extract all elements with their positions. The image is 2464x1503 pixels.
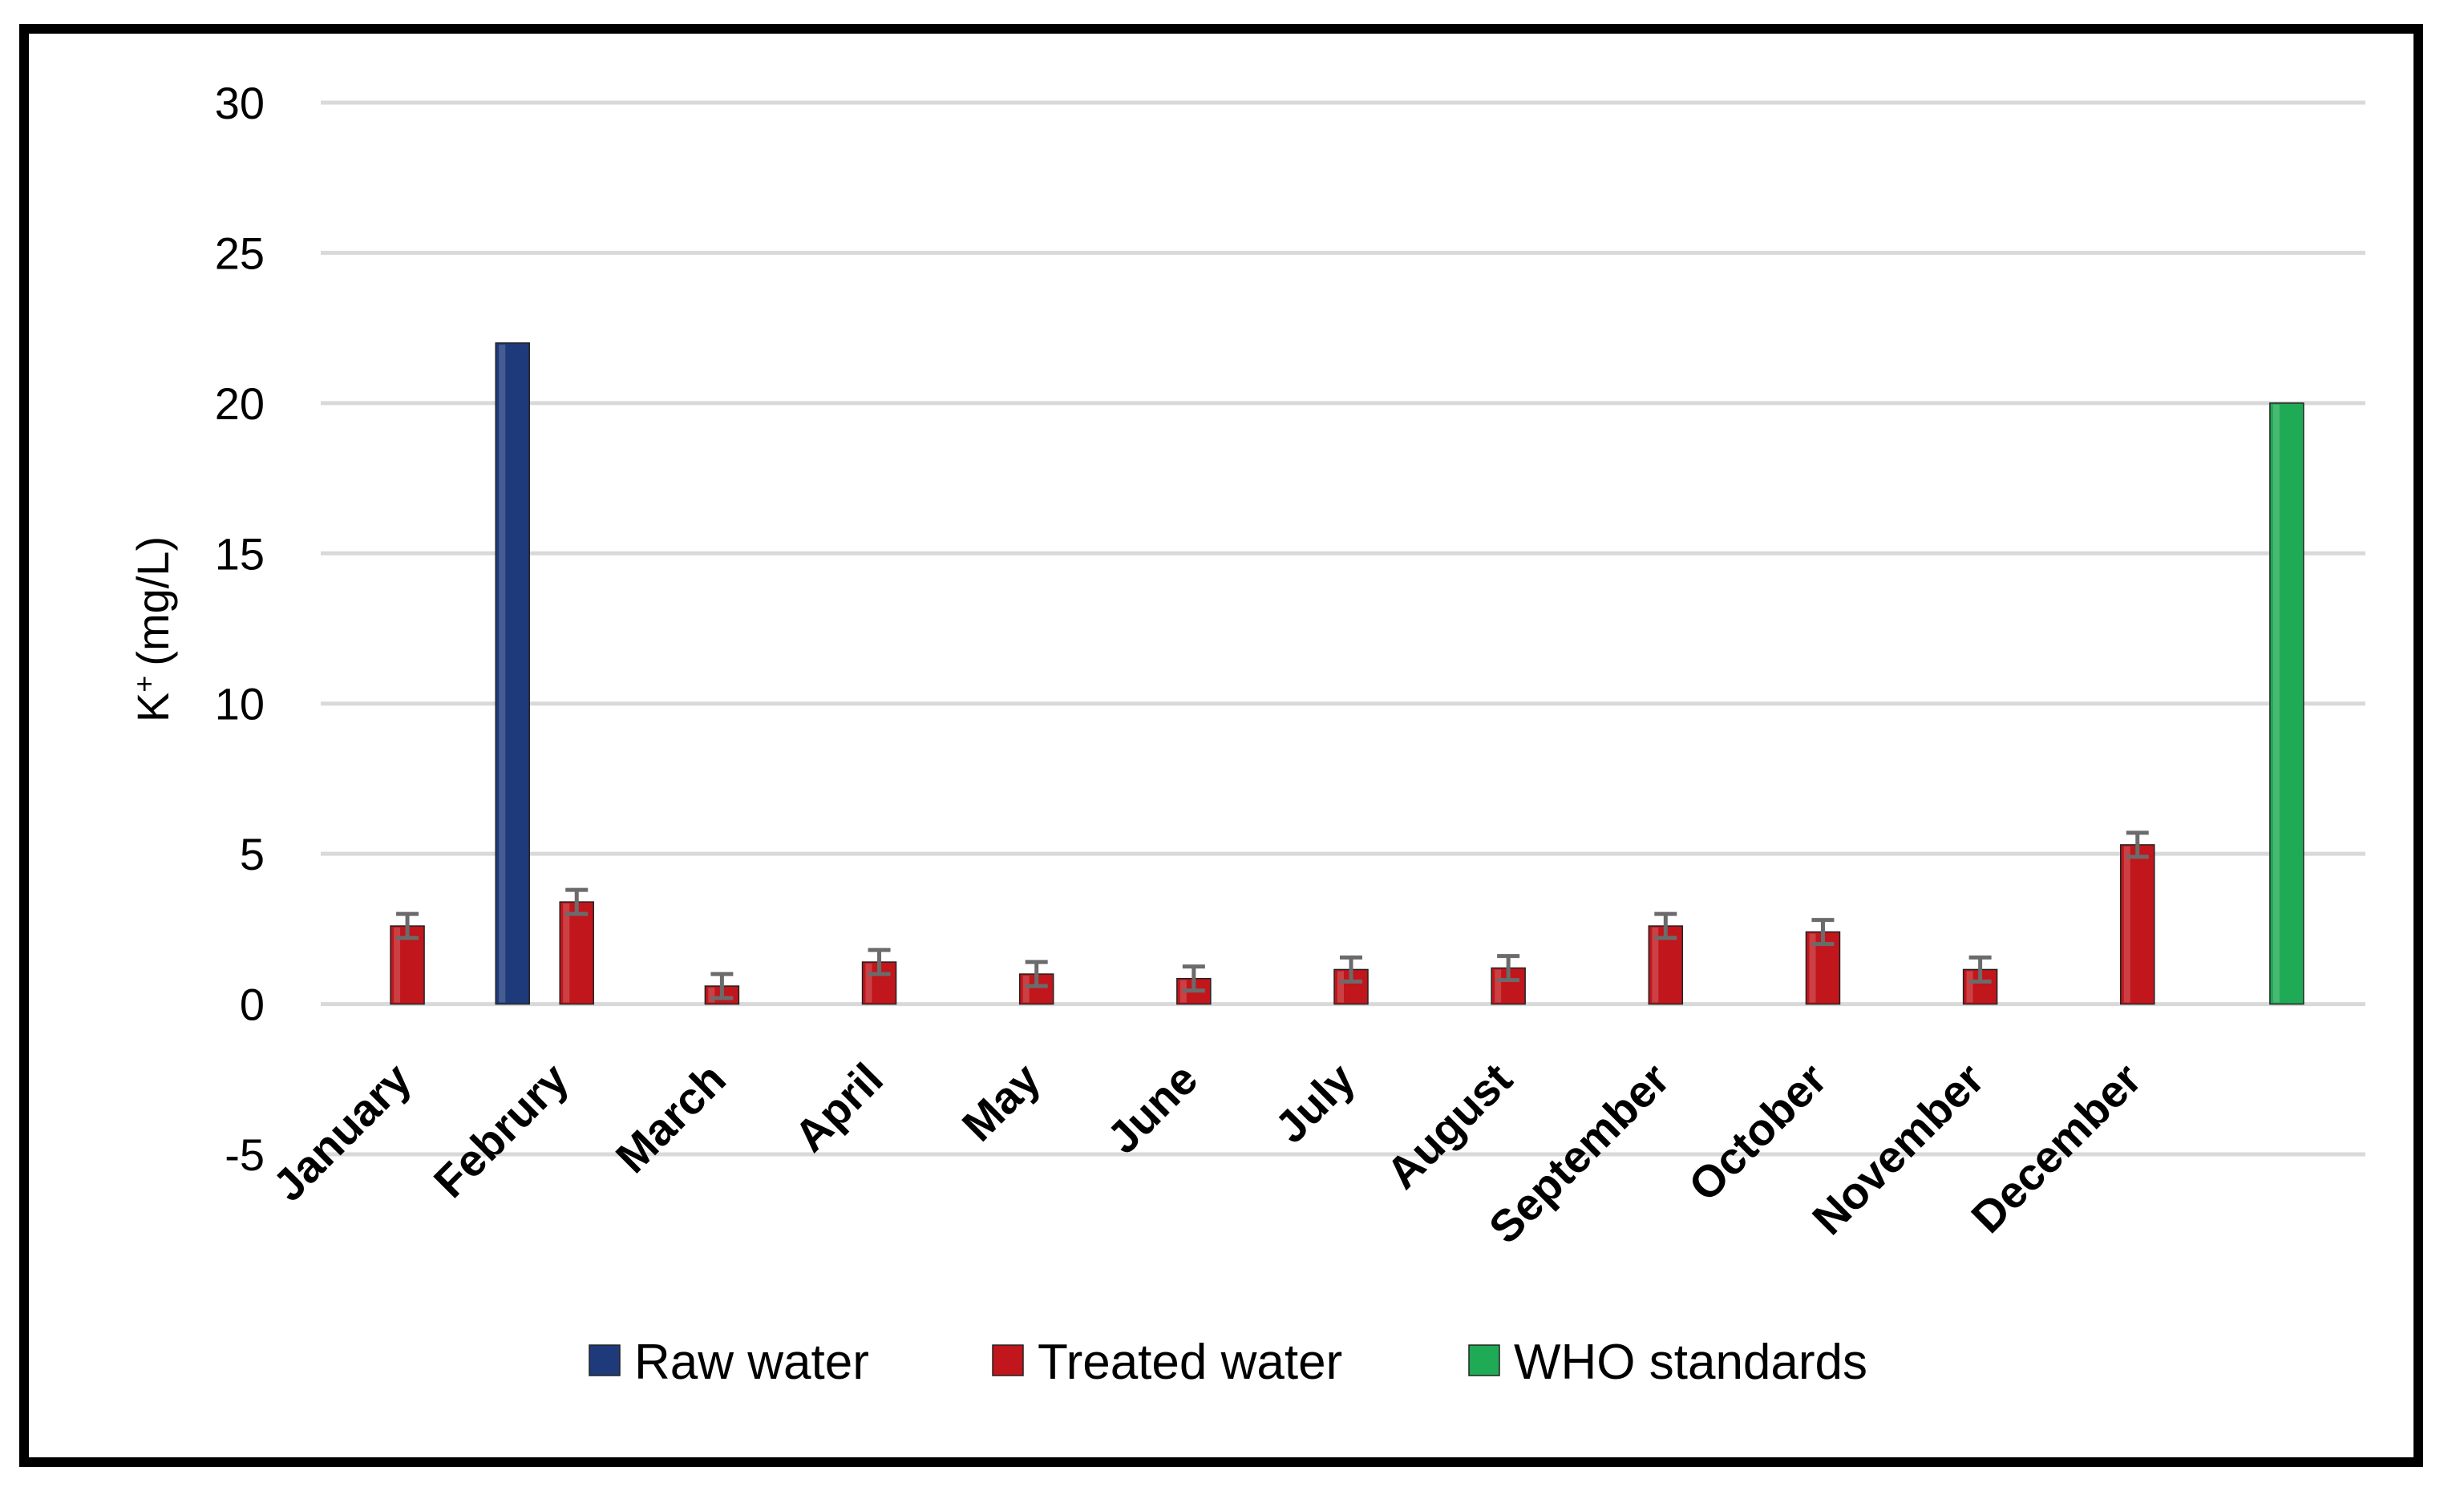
x-category-label: May bbox=[953, 1053, 1050, 1151]
x-category-label: January bbox=[263, 1053, 420, 1210]
bar-sheen bbox=[865, 964, 872, 1003]
chart-frame bbox=[19, 24, 2423, 1467]
y-tick-label: -5 bbox=[225, 1129, 265, 1180]
y-tick-label: 20 bbox=[215, 378, 265, 429]
bar-raw-water bbox=[495, 342, 530, 1005]
bar-sheen bbox=[1966, 971, 1973, 1003]
y-tick-label: 5 bbox=[240, 829, 265, 879]
legend-swatch bbox=[992, 1344, 1024, 1376]
bar-sheen bbox=[1022, 976, 1030, 1003]
bar-sheen bbox=[1652, 927, 1659, 1003]
bar-sheen bbox=[563, 903, 570, 1003]
legend-label: Treated water bbox=[1038, 1335, 1342, 1390]
bar-treated-water bbox=[2120, 844, 2155, 1005]
bar-sheen bbox=[1495, 969, 1502, 1003]
legend-swatch bbox=[1468, 1344, 1500, 1376]
x-category-label: July bbox=[1265, 1053, 1365, 1153]
bar-sheen bbox=[499, 344, 506, 1003]
x-category-label: June bbox=[1097, 1053, 1207, 1163]
x-category-label: April bbox=[784, 1053, 892, 1162]
y-tick-label: 30 bbox=[215, 78, 265, 128]
legend-swatch bbox=[589, 1344, 621, 1376]
bar-sheen bbox=[2272, 404, 2280, 1003]
bar-sheen bbox=[2123, 846, 2130, 1003]
error-bars bbox=[396, 830, 2149, 1000]
x-category-label: November bbox=[1802, 1053, 1993, 1244]
x-category-label: Februry bbox=[424, 1053, 578, 1207]
legend-label: Raw water bbox=[634, 1335, 869, 1390]
x-category-label: October bbox=[1679, 1053, 1836, 1210]
y-axis-unit: (mg/L) bbox=[127, 536, 178, 666]
bar-sheen bbox=[708, 988, 715, 1003]
x-category-label: March bbox=[606, 1053, 735, 1182]
x-category-label: December bbox=[1961, 1053, 2150, 1242]
bar-sheen bbox=[1337, 971, 1344, 1003]
y-axis-ion: K bbox=[127, 693, 178, 722]
y-axis-ticks: -5 0 5 10 15 20 25 30 bbox=[215, 78, 265, 1180]
bar-sheen bbox=[394, 927, 401, 1003]
legend-label: WHO standards bbox=[1514, 1335, 1867, 1390]
bar-sheen bbox=[1809, 933, 1816, 1003]
y-tick-label: 10 bbox=[215, 679, 265, 729]
y-axis-charge: + bbox=[127, 676, 160, 693]
y-tick-label: 15 bbox=[215, 528, 265, 579]
y-tick-label: 0 bbox=[240, 980, 265, 1030]
y-axis-title: K+ (mg/L) bbox=[127, 536, 178, 722]
y-tick-label: 25 bbox=[215, 228, 265, 278]
bar-who-standards bbox=[2269, 402, 2304, 1005]
legend: Raw water Treated water WHO standards bbox=[589, 1335, 1867, 1390]
legend-item-treated-water: Treated water bbox=[992, 1335, 1342, 1390]
legend-item-raw-water: Raw water bbox=[589, 1335, 869, 1390]
legend-item-who-standards: WHO standards bbox=[1468, 1335, 1867, 1390]
x-category-label: August bbox=[1377, 1053, 1522, 1198]
bars bbox=[390, 342, 2304, 1005]
